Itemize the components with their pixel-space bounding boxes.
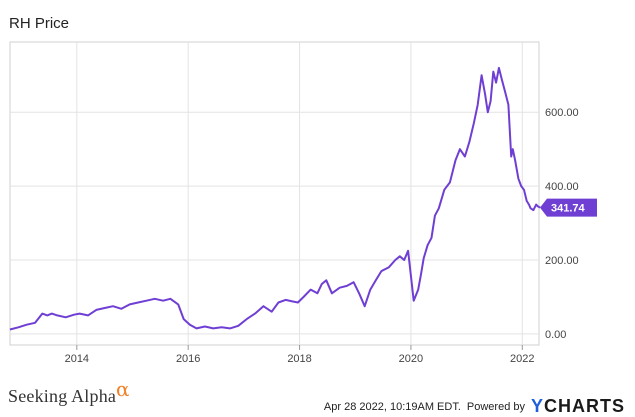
ycharts-y-icon: Y [530,396,544,416]
plot-frame [9,41,540,346]
last-value-badge: 341.74 [540,198,597,217]
ycharts-logo-text: CHARTS [544,396,625,416]
grid-lines [10,42,539,345]
price-line [9,66,541,331]
x-tick-label: 2020 [399,353,423,365]
powered-by-label: Powered by [466,400,525,413]
ycharts-logo[interactable]: Y CHARTS [531,396,625,417]
y-tick-label: 600.00 [545,107,579,119]
x-tick-label: 2018 [287,353,311,365]
price-series [9,66,541,331]
y-tick-label: 0.00 [545,329,566,341]
x-tick-label: 2022 [510,353,534,365]
chart-footer: Apr 28 2022, 10:19AM EDT. Powered by Y CH… [324,396,625,417]
y-axis-ticks: 0.00 200.00 400.00 600.00 [545,107,579,341]
seeking-alpha-text: Seeking Alpha [8,386,117,406]
last-value-label: 341.74 [551,203,586,215]
y-tick-label: 400.00 [545,181,579,193]
alpha-icon: α [116,377,130,401]
x-axis-ticks: 2014 2016 2018 2020 2022 [65,345,535,365]
chart-title: RH Price [9,15,70,32]
x-tick-label: 2014 [65,353,89,365]
x-tick-label: 2016 [176,353,200,365]
y-tick-label: 200.00 [545,255,579,267]
timestamp: Apr 28 2022, 10:19AM EDT. [323,400,461,413]
last-value-badge-shape [540,198,597,217]
seeking-alpha-logo: Seeking Alpha α [8,377,130,407]
